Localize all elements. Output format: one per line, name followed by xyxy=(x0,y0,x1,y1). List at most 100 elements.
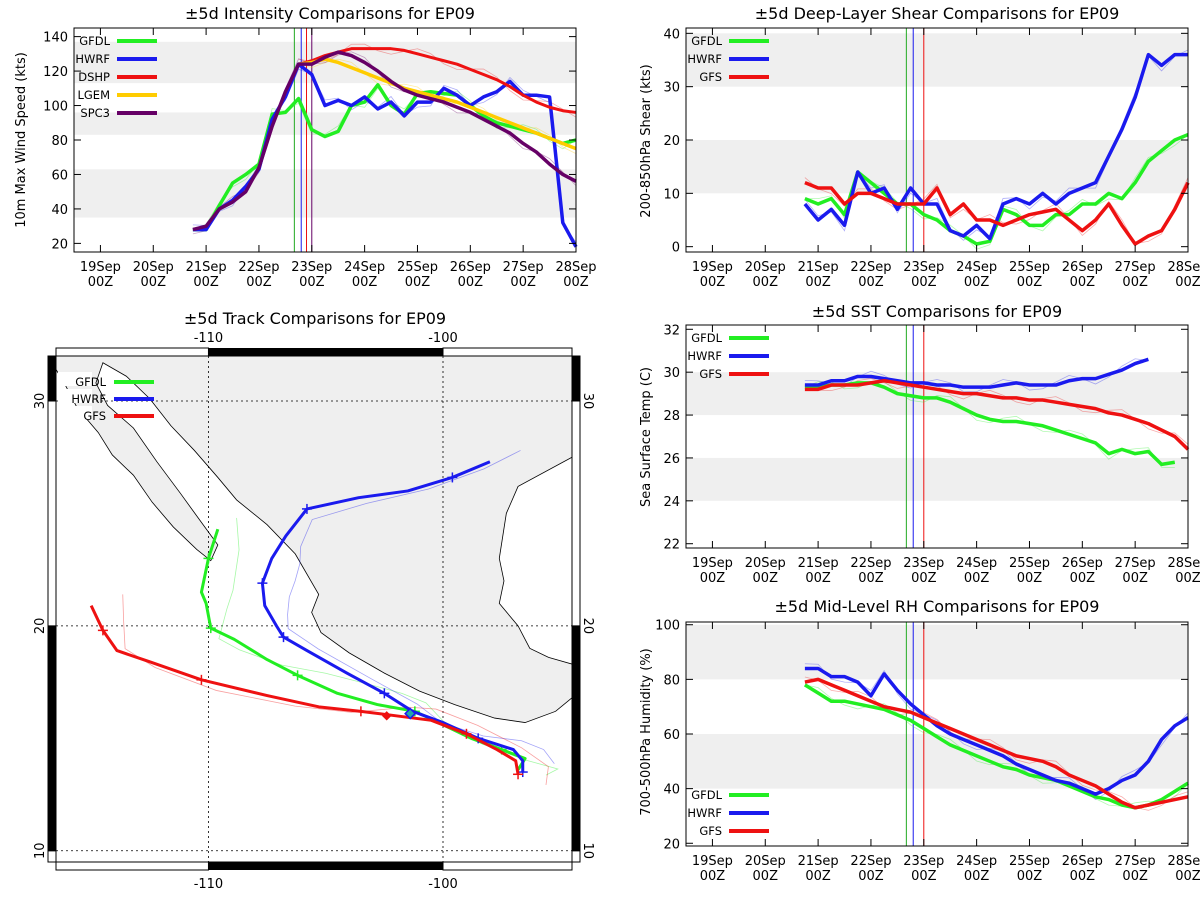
rh-xtick-label: 27Sep xyxy=(1115,854,1156,869)
intensity-xtick-label: 24Sep xyxy=(344,260,385,275)
map-border-segment xyxy=(55,861,209,871)
intensity-series-lgem xyxy=(298,57,577,151)
sst-xtick-sublabel: 00Z xyxy=(1122,571,1148,586)
intensity-title: ±5d Intensity Comparisons for EP09 xyxy=(185,4,475,23)
rh-xtick-label: 25Sep xyxy=(1009,854,1050,869)
sst-series-gfs xyxy=(804,379,1190,451)
shear-xtick-sublabel: 00Z xyxy=(1070,275,1096,290)
sst-xtick-sublabel: 00Z xyxy=(1070,571,1096,586)
intensity-legend-label: SPC3 xyxy=(80,106,110,120)
shear-xtick-label: 25Sep xyxy=(1009,260,1050,275)
map-legend-label: GFS xyxy=(83,409,106,423)
map-border-segment xyxy=(55,347,209,357)
map-border-segment xyxy=(47,400,57,627)
rh-xtick-sublabel: 00Z xyxy=(964,869,990,884)
intensity-xtick-sublabel: 00Z xyxy=(458,275,484,290)
map-storm-position-marker xyxy=(404,707,417,720)
shear-xtick-label: 19Sep xyxy=(692,260,733,275)
sst-xtick-sublabel: 00Z xyxy=(1017,571,1043,586)
rh-xtick-sublabel: 00Z xyxy=(911,869,937,884)
shear-xtick-sublabel: 00Z xyxy=(805,275,831,290)
shear-xtick-label: 27Sep xyxy=(1115,260,1156,275)
shear-legend-label: GFDL xyxy=(691,34,722,48)
shear-xtick-sublabel: 00Z xyxy=(1122,275,1148,290)
shear-xtick-label: 24Sep xyxy=(956,260,997,275)
rh-ytick-label: 100 xyxy=(655,619,680,634)
rh-title: ±5d Mid-Level RH Comparisons for EP09 xyxy=(775,597,1100,616)
sst-legend-label: HWRF xyxy=(687,349,722,363)
map-border-segment xyxy=(442,347,573,357)
intensity-series-dshp xyxy=(298,47,577,114)
shear-legend-label: HWRF xyxy=(687,52,722,66)
map-legend-bg xyxy=(58,389,92,403)
sst-legend-label: GFS xyxy=(699,367,722,381)
shear-xtick-label: 21Sep xyxy=(798,260,839,275)
intensity-ytick-label: 60 xyxy=(51,168,68,183)
rh-series-gfs xyxy=(804,677,1189,810)
map-hwrf-ensemble-track xyxy=(287,450,555,764)
rh-xtick-label: 19Sep xyxy=(692,854,733,869)
rh-xtick-label: 20Sep xyxy=(745,854,786,869)
intensity-xtick-label: 22Sep xyxy=(238,260,279,275)
shear-xtick-sublabel: 00Z xyxy=(1017,275,1043,290)
rh-ytick-label: 40 xyxy=(663,783,680,798)
map-lat-label: 30 xyxy=(33,393,48,410)
sst-ylabel: Sea Surface Temp (C) xyxy=(639,367,654,507)
map-legend-bg xyxy=(58,406,92,420)
sst-xtick-label: 26Sep xyxy=(1062,556,1103,571)
map-border-segment xyxy=(47,355,57,402)
sst-xtick-sublabel: 00Z xyxy=(1175,571,1200,586)
map-border-segment xyxy=(208,862,443,870)
sst-ytick-label: 26 xyxy=(663,452,680,467)
sst-xtick-label: 28Sep xyxy=(1167,556,1200,571)
shear-legend-label: GFS xyxy=(699,70,722,84)
shear-chart: ±5d Deep-Layer Shear Comparisons for EP0… xyxy=(639,4,1200,290)
rh-xtick-label: 28Sep xyxy=(1167,854,1200,869)
sst-legend-label: GFDL xyxy=(691,331,722,345)
map-border-segment xyxy=(571,625,581,852)
map-lat-label: 20 xyxy=(33,618,48,635)
sst-band xyxy=(686,372,1188,416)
track-map: ±5d Track Comparisons for EP09 -110 -110 -… xyxy=(33,309,595,892)
shear-series-gfs xyxy=(804,181,1190,246)
intensity-ytick-label: 20 xyxy=(51,237,68,252)
rh-xtick-sublabel: 00Z xyxy=(858,869,884,884)
map-lon-label: -110 xyxy=(194,877,224,892)
map-border-segment xyxy=(442,861,573,871)
intensity-xtick-sublabel: 00Z xyxy=(141,275,167,290)
rh-xtick-label: 26Sep xyxy=(1062,854,1103,869)
rh-xtick-sublabel: 00Z xyxy=(753,869,779,884)
rh-legend-label: GFS xyxy=(699,824,722,838)
shear-xtick-label: 26Sep xyxy=(1062,260,1103,275)
sst-xtick-label: 25Sep xyxy=(1009,556,1050,571)
map-legend-bg xyxy=(58,372,92,386)
shear-xtick-sublabel: 00Z xyxy=(858,275,884,290)
intensity-legend-label: LGEM xyxy=(77,88,110,102)
rh-chart: ±5d Mid-Level RH Comparisons for EP09 70… xyxy=(639,597,1200,884)
rh-series-hwrf xyxy=(804,666,1189,796)
rh-legend-label: HWRF xyxy=(687,806,722,820)
sst-ytick-label: 32 xyxy=(663,323,680,338)
sst-band xyxy=(686,457,1188,501)
shear-ytick-label: 40 xyxy=(663,27,680,42)
rh-xtick-label: 24Sep xyxy=(956,854,997,869)
map-lat-label: 10 xyxy=(580,842,595,859)
intensity-series-gfdl xyxy=(192,83,577,232)
sst-xtick-label: 22Sep xyxy=(850,556,891,571)
shear-xtick-sublabel: 00Z xyxy=(753,275,779,290)
sst-ytick-label: 22 xyxy=(663,538,680,553)
rh-xtick-label: 22Sep xyxy=(850,854,891,869)
shear-ytick-label: 30 xyxy=(663,81,680,96)
intensity-ytick-label: 120 xyxy=(43,65,68,80)
shear-band xyxy=(686,33,1188,87)
rh-ytick-label: 20 xyxy=(663,837,680,852)
intensity-band xyxy=(74,112,576,135)
intensity-xtick-sublabel: 00Z xyxy=(88,275,114,290)
map-border-segment xyxy=(571,355,581,402)
sst-ytick-label: 30 xyxy=(663,366,680,381)
shear-ytick-label: 10 xyxy=(663,187,680,202)
map-border-segment xyxy=(571,850,581,863)
shear-xtick-sublabel: 00Z xyxy=(1175,275,1200,290)
intensity-band xyxy=(74,169,576,218)
